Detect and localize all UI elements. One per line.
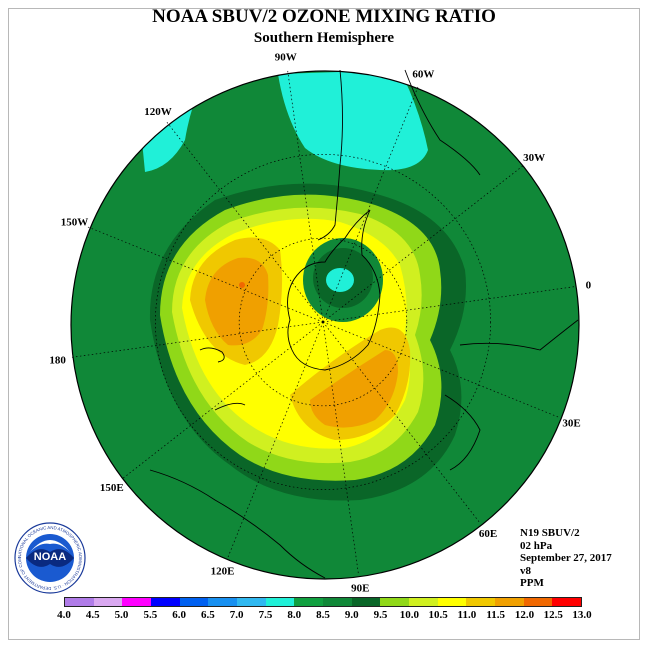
coastlines xyxy=(149,69,579,579)
longitude-label: 0 xyxy=(586,280,592,292)
longitude-label: 60E xyxy=(479,528,497,540)
colorbar-tick-label: 11.5 xyxy=(486,609,505,621)
latitude-circle xyxy=(155,154,491,490)
longitude-label: 120W xyxy=(144,106,172,118)
colorbar-swatch xyxy=(294,598,324,606)
colorbar xyxy=(64,597,582,607)
longitude-label: 150E xyxy=(100,482,124,494)
colorbar-tick-label: 5.0 xyxy=(114,609,129,621)
colorbar-tick-label: 5.5 xyxy=(143,609,158,621)
africa-coast xyxy=(459,319,579,351)
colorbar-swatch xyxy=(93,598,123,606)
colorbar-swatch xyxy=(409,598,438,606)
longitude-label: 30W xyxy=(523,152,545,164)
map-boundary xyxy=(70,70,580,580)
info-block: N19 SBUV/2 02 hPa September 27, 2017 v8 … xyxy=(520,527,612,590)
graticule xyxy=(71,70,575,574)
colorbar-swatch xyxy=(495,598,524,606)
new-zealand-coast xyxy=(199,347,225,363)
colorbar-swatch xyxy=(437,598,467,606)
map-title: NOAA SBUV/2 OZONE MIXING RATIO xyxy=(152,6,496,27)
longitude-labels: 0 30W 60W 90W 120W 150W 180 150E 120E 90E 60E 30E xyxy=(49,52,591,595)
colorbar-tick-label: 7.5 xyxy=(258,609,273,621)
longitude-label: 90E xyxy=(351,582,369,594)
colorbar-tick-label: 6.5 xyxy=(201,609,215,621)
colorbar-swatch xyxy=(151,598,180,606)
colorbar-swatch xyxy=(208,598,238,606)
latitude-circle xyxy=(238,237,408,407)
field-11-5-east xyxy=(310,350,398,428)
colorbar-swatch xyxy=(237,598,266,606)
longitude-label: 180 xyxy=(49,354,66,366)
antarctica-coast xyxy=(287,209,381,371)
longitude-label: 60W xyxy=(412,69,434,81)
field-7-5-north xyxy=(278,71,428,171)
longitude-label: 30E xyxy=(562,417,580,429)
colorbar-labels: 4.0 4.5 5.0 5.5 6.0 6.5 7.0 7.5 8.0 8.5 9.0 9.5 10.0… xyxy=(0,609,648,623)
longitude-label: 120E xyxy=(211,565,235,577)
colorbar-swatch xyxy=(65,598,94,606)
colorbar-tick-label: 9.5 xyxy=(373,609,388,621)
info-version: v8 xyxy=(520,564,531,577)
colorbar-swatch xyxy=(523,598,553,606)
ozone-field xyxy=(71,71,579,579)
map-subtitle: Southern Hemisphere xyxy=(253,30,395,46)
colorbar-tick-label: 6.0 xyxy=(172,609,186,621)
colorbar-tick-label: 4.0 xyxy=(57,609,71,621)
info-units: PPM xyxy=(520,577,544,589)
south-america-coast xyxy=(317,69,343,241)
longitude-label: 150W xyxy=(61,217,89,229)
colorbar-swatch xyxy=(323,598,352,606)
colorbar-tick-label: 11.0 xyxy=(457,609,477,621)
colorbar-swatch xyxy=(265,598,295,606)
australia-coast xyxy=(149,469,326,579)
south-america-east-coast xyxy=(404,69,481,176)
colorbar-swatch xyxy=(122,598,152,606)
field-11-5-west xyxy=(205,257,269,346)
colorbar-tick-label: 8.5 xyxy=(316,609,330,621)
info-date: September 27, 2017 xyxy=(520,552,612,564)
tasmania-coast xyxy=(214,402,246,411)
colorbar-tick-label: 13.0 xyxy=(572,609,592,621)
field-12-0-spot xyxy=(239,282,245,288)
longitude-label: 90W xyxy=(275,52,297,64)
colorbar-swatch xyxy=(351,598,381,606)
noaa-logo-icon: NOAA NATIONAL OCEANIC AND ATMOSPHERIC AD… xyxy=(14,522,86,594)
colorbar-tick-label: 12.5 xyxy=(543,609,563,621)
colorbar-swatch xyxy=(552,598,582,606)
colorbar-tick-label: 10.5 xyxy=(428,609,448,621)
colorbar-tick-label: 8.0 xyxy=(287,609,302,621)
colorbar-tick-label: 10.0 xyxy=(399,609,419,621)
colorbar-tick-label: 12.0 xyxy=(514,609,535,621)
map-frame xyxy=(8,8,640,640)
info-satellite: N19 SBUV/2 xyxy=(520,527,580,539)
colorbar-tick-label: 7.0 xyxy=(229,609,244,621)
madagascar-coast xyxy=(444,394,481,471)
info-level: 02 hPa xyxy=(520,539,553,552)
colorbar-tick-label: 4.5 xyxy=(85,609,100,621)
colorbar-tick-label: 9.0 xyxy=(344,609,359,621)
colorbar-swatch xyxy=(466,598,496,606)
colorbar-swatch xyxy=(179,598,209,606)
logo-text: NOAA xyxy=(34,551,66,563)
colorbar-swatch xyxy=(380,598,410,606)
